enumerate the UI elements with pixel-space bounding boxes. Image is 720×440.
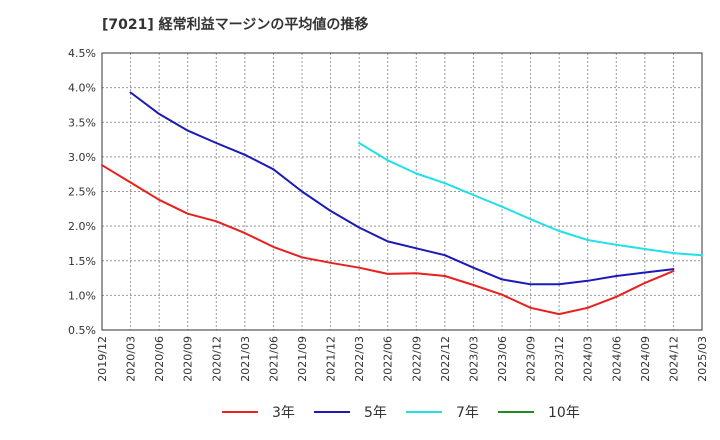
series-line bbox=[101, 164, 675, 316]
y-tick-label: 4.0% bbox=[68, 82, 96, 95]
x-tick-label: 2020/09 bbox=[182, 336, 195, 382]
x-tick-label: 2024/12 bbox=[667, 336, 680, 382]
legend-item-3y: 3年 bbox=[222, 402, 295, 422]
y-tick-label: 2.5% bbox=[68, 186, 96, 199]
y-tick-label: 4.5% bbox=[68, 47, 96, 60]
x-tick-label: 2024/09 bbox=[639, 336, 652, 382]
x-tick-label: 2020/12 bbox=[210, 336, 223, 382]
x-tick-label: 2019/12 bbox=[96, 336, 109, 382]
y-tick-label: 0.5% bbox=[68, 324, 96, 337]
series-line bbox=[129, 91, 675, 286]
legend-item-10y: 10年 bbox=[498, 402, 580, 422]
x-tick-label: 2024/03 bbox=[582, 336, 595, 382]
legend-swatch bbox=[498, 411, 534, 413]
x-tick-label: 2023/09 bbox=[525, 336, 538, 382]
legend-item-7y: 7年 bbox=[406, 402, 479, 422]
x-tick-label: 2023/12 bbox=[553, 336, 566, 382]
y-tick-label: 2.0% bbox=[68, 220, 96, 233]
x-tick-label: 2021/03 bbox=[239, 336, 252, 382]
y-tick-label: 3.0% bbox=[68, 151, 96, 164]
y-tick-label: 3.5% bbox=[68, 116, 96, 129]
series-line bbox=[358, 142, 703, 257]
x-tick-label: 2022/12 bbox=[439, 336, 452, 382]
x-tick-label: 2025/03 bbox=[696, 336, 709, 382]
legend-label: 3年 bbox=[272, 405, 295, 421]
x-tick-label: 2022/03 bbox=[353, 336, 366, 382]
x-tick-label: 2023/06 bbox=[496, 336, 509, 382]
y-tick-label: 1.5% bbox=[68, 255, 96, 268]
plot-frame bbox=[101, 52, 703, 331]
legend-swatch bbox=[314, 411, 350, 413]
x-tick-label: 2024/06 bbox=[610, 336, 623, 382]
legend-swatch bbox=[406, 411, 442, 413]
x-tick-label: 2022/09 bbox=[410, 336, 423, 382]
y-tick-label: 1.0% bbox=[68, 289, 96, 302]
x-tick-label: 2023/03 bbox=[467, 336, 480, 382]
legend: 3年 5年 7年 10年 bbox=[0, 402, 720, 426]
x-tick-label: 2020/06 bbox=[153, 336, 166, 382]
legend-label: 10年 bbox=[548, 405, 580, 421]
legend-swatch bbox=[222, 411, 258, 413]
x-tick-label: 2021/06 bbox=[267, 336, 280, 382]
chart-title: [7021] 経常利益マージンの平均値の推移 bbox=[102, 17, 369, 33]
legend-item-5y: 5年 bbox=[314, 402, 387, 422]
legend-label: 5年 bbox=[364, 405, 387, 421]
x-tick-label: 2021/12 bbox=[325, 336, 338, 382]
legend-label: 7年 bbox=[456, 405, 479, 421]
x-tick-label: 2020/03 bbox=[125, 336, 138, 382]
x-tick-label: 2021/09 bbox=[296, 336, 309, 382]
x-tick-label: 2022/06 bbox=[382, 336, 395, 382]
